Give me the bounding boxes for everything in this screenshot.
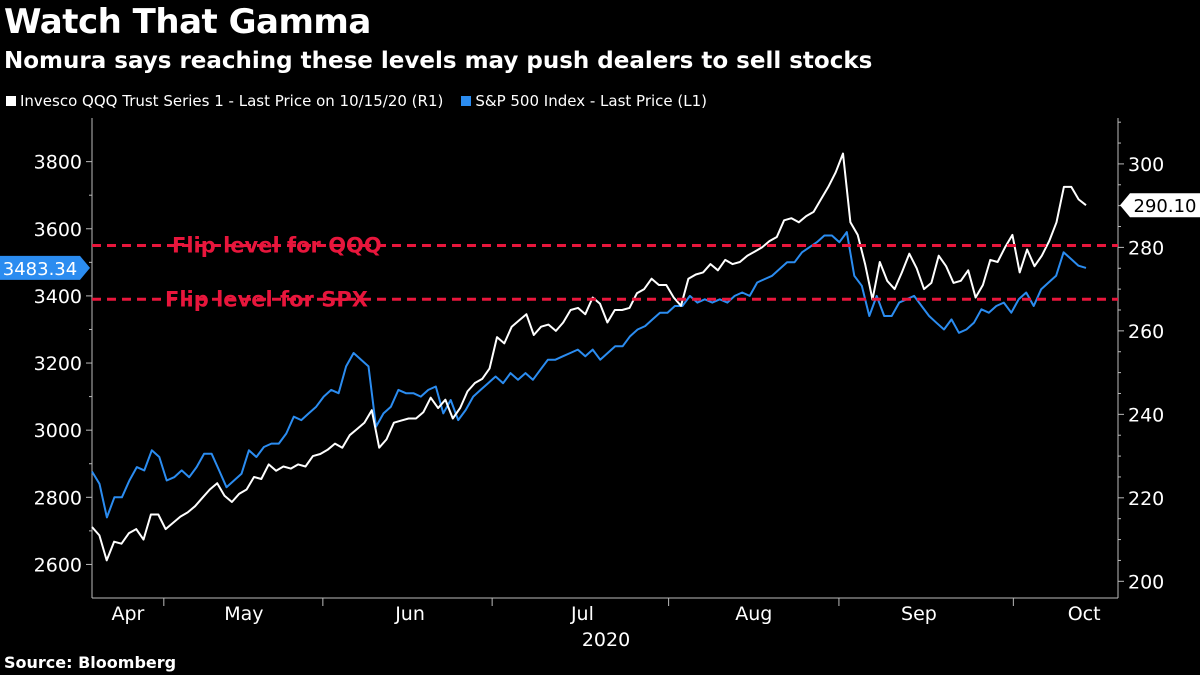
source-note: Source: Bloomberg — [4, 653, 177, 672]
left-axis-tick-label: 3400 — [34, 286, 82, 308]
x-axis-tick-label: Jul — [570, 603, 594, 625]
legend-label-spx: S&P 500 Index - Last Price (L1) — [475, 92, 708, 110]
legend-swatch-spx — [461, 96, 472, 106]
chart-subtitle: Nomura says reaching these levels may pu… — [4, 48, 873, 74]
last-value-label-spx: 3483.34 — [3, 259, 77, 280]
left-axis-tick-label: 3200 — [34, 353, 82, 375]
series-line-qqq — [91, 152, 1087, 562]
right-axis-tick-label: 280 — [1128, 237, 1164, 259]
x-axis-tick-label: Aug — [735, 603, 772, 625]
x-axis-tick-label: Oct — [1068, 603, 1101, 625]
legend-item-qqq: Invesco QQQ Trust Series 1 - Last Price … — [6, 92, 443, 110]
x-axis-tick-label: Apr — [111, 603, 144, 625]
left-axis-tick-label: 3800 — [34, 152, 82, 174]
x-axis-year-label: 2020 — [582, 629, 630, 651]
x-axis-tick-label: May — [224, 603, 263, 625]
flip-line-label: Flip level for SPX — [165, 287, 368, 311]
legend: Invesco QQQ Trust Series 1 - Last Price … — [6, 92, 707, 110]
x-axis-tick-label: Sep — [901, 603, 937, 625]
series-line-spx — [91, 231, 1087, 519]
last-value-label-qqq: 290.10 — [1134, 196, 1197, 217]
right-axis-tick-label: 240 — [1128, 404, 1164, 426]
flip-line-label: Flip level for QQQ — [172, 234, 382, 258]
last-value-tag-spx — [0, 255, 90, 280]
legend-label-qqq: Invesco QQQ Trust Series 1 - Last Price … — [20, 92, 444, 110]
right-axis-tick-label: 260 — [1128, 321, 1164, 343]
legend-swatch-qqq — [6, 96, 16, 106]
left-axis-tick-label: 2800 — [34, 487, 82, 509]
right-axis-tick-label: 200 — [1128, 571, 1164, 593]
chart-title: Watch That Gamma — [4, 2, 371, 42]
left-axis-tick-label: 2600 — [34, 554, 82, 576]
left-axis-tick-label: 3600 — [34, 219, 82, 241]
right-axis-tick-label: 220 — [1128, 488, 1164, 510]
legend-item-spx: S&P 500 Index - Last Price (L1) — [461, 92, 707, 110]
last-value-tag-qqq — [1120, 193, 1200, 218]
left-axis-tick-label: 3000 — [34, 420, 82, 442]
right-axis-tick-label: 300 — [1128, 154, 1164, 176]
x-axis-tick-label: Jun — [394, 603, 425, 625]
